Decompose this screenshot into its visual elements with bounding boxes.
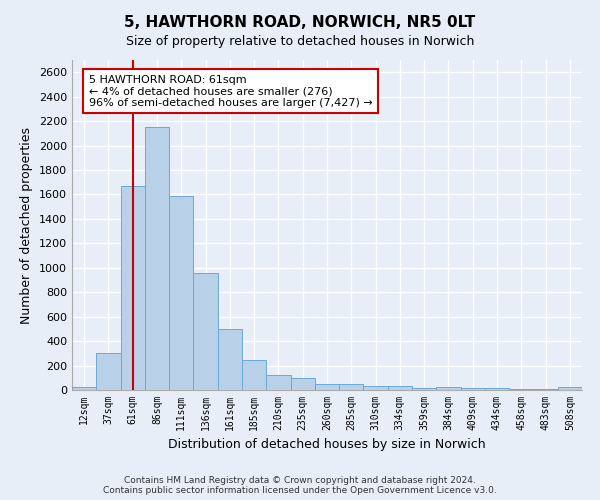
Bar — [412, 388, 436, 390]
Bar — [558, 387, 582, 390]
Bar — [121, 186, 145, 390]
Bar — [96, 354, 121, 390]
Text: Size of property relative to detached houses in Norwich: Size of property relative to detached ho… — [126, 35, 474, 48]
Bar — [290, 378, 315, 390]
Bar — [533, 389, 558, 390]
Bar — [169, 196, 193, 390]
X-axis label: Distribution of detached houses by size in Norwich: Distribution of detached houses by size … — [168, 438, 486, 452]
Bar — [218, 329, 242, 390]
Bar — [242, 360, 266, 390]
Text: 5, HAWTHORN ROAD, NORWICH, NR5 0LT: 5, HAWTHORN ROAD, NORWICH, NR5 0LT — [124, 15, 476, 30]
Bar — [72, 387, 96, 390]
Bar — [315, 384, 339, 390]
Y-axis label: Number of detached properties: Number of detached properties — [20, 126, 34, 324]
Bar — [364, 386, 388, 390]
Bar — [436, 387, 461, 390]
Bar — [388, 386, 412, 390]
Bar — [266, 376, 290, 390]
Bar — [193, 272, 218, 390]
Text: 5 HAWTHORN ROAD: 61sqm
← 4% of detached houses are smaller (276)
96% of semi-det: 5 HAWTHORN ROAD: 61sqm ← 4% of detached … — [89, 74, 373, 108]
Bar — [461, 388, 485, 390]
Bar — [339, 384, 364, 390]
Text: Contains HM Land Registry data © Crown copyright and database right 2024.
Contai: Contains HM Land Registry data © Crown c… — [103, 476, 497, 495]
Bar — [485, 388, 509, 390]
Bar — [145, 127, 169, 390]
